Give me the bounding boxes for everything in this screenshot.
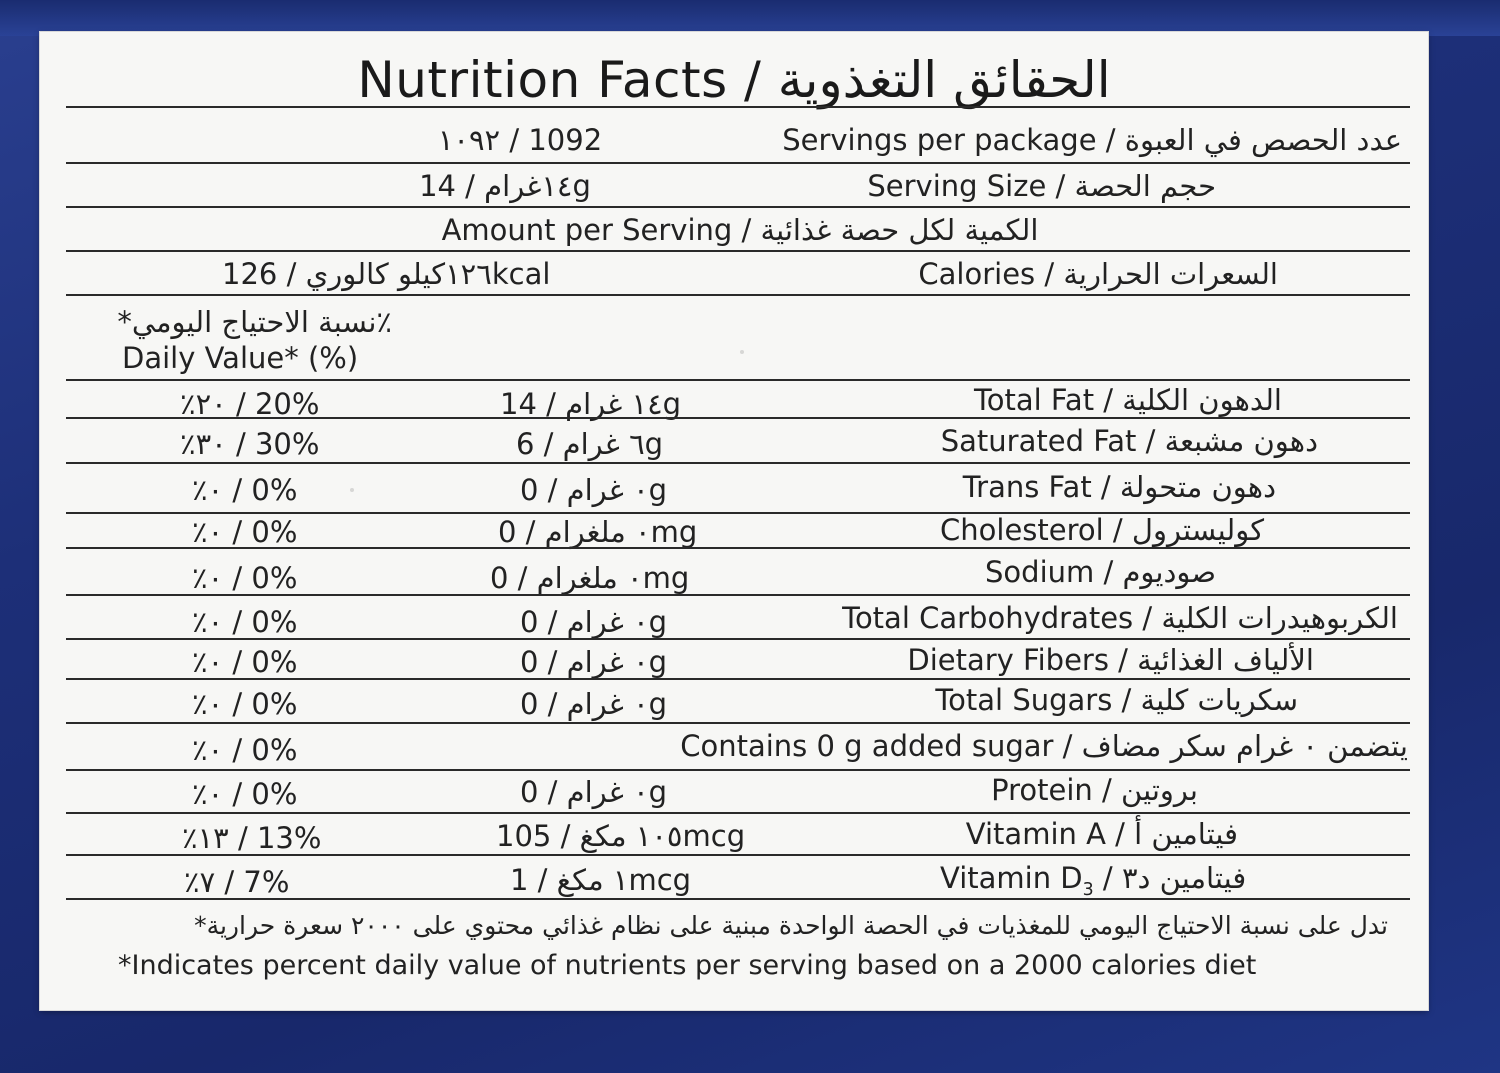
nutrient-dv: ٪٢٠ / 20% — [180, 387, 320, 421]
nutrient-label: Contains 0 g added sugar / يتضمن ٠ غرام … — [680, 729, 1408, 763]
nutrient-amount: ١٠٥ مكغ / 105mcg — [496, 819, 746, 853]
nutrient-label: Total Sugars / سكريات كلية — [935, 683, 1298, 717]
nutrition-label: Nutrition Facts / الحقائق التغذوية Servi… — [40, 32, 1428, 1010]
divider — [66, 379, 1410, 381]
nutrient-label: Total Carbohydrates / الكربوهيدرات الكلي… — [842, 601, 1398, 635]
divider — [66, 769, 1410, 771]
divider — [66, 294, 1410, 296]
nutrient-label: Vitamin A / فيتامين أ — [965, 817, 1238, 851]
divider — [66, 417, 1410, 419]
dv-header-en: Daily Value* (%) — [122, 341, 359, 375]
calories-value: ١٢٦كيلو كالوري / 126kcal — [222, 257, 551, 291]
divider — [66, 250, 1410, 252]
nutrient-dv: ٪٠ / 0% — [192, 473, 298, 507]
divider — [66, 512, 1410, 514]
label-title: Nutrition Facts / الحقائق التغذوية — [357, 51, 1111, 109]
servings-value: ١٠٩٢ / 1092 — [437, 123, 603, 157]
divider — [66, 594, 1410, 596]
nutrient-label: Vitamin D3 / فيتامين د٣ — [940, 861, 1247, 900]
dv-header-ar: ٪نسبة الاحتياج اليومي* — [117, 305, 392, 339]
nutrient-dv: ٪٠ / 0% — [192, 645, 298, 679]
nutrient-label: Trans Fat / دهون متحولة — [962, 470, 1276, 504]
divider — [66, 722, 1410, 724]
divider — [66, 206, 1410, 208]
servings-label: Servings per package / عدد الحصص في العب… — [782, 123, 1402, 157]
background-edge — [0, 0, 1500, 36]
nutrient-label: Dietary Fibers / الألياف الغذائية — [907, 643, 1314, 677]
divider — [66, 898, 1410, 900]
serving-size-label: Serving Size / حجم الحصة — [867, 169, 1216, 203]
divider — [66, 854, 1410, 856]
footnote-en: *Indicates percent daily value of nutrie… — [118, 950, 1257, 981]
nutrient-label: Cholesterol / كوليسترول — [940, 513, 1264, 547]
footnote-ar: *تدل على نسبة الاحتياج اليومي للمغذيات ف… — [194, 911, 1388, 940]
amount-per-serving: Amount per Serving / الكمية لكل حصة غذائ… — [441, 213, 1039, 247]
nutrient-label: Protein / بروتين — [991, 773, 1198, 807]
nutrient-dv: ٪١٣ / 13% — [182, 821, 322, 855]
nutrient-dv: ٪٠ / 0% — [192, 605, 298, 639]
nutrient-amount: ٠ غرام / 0g — [520, 645, 668, 679]
nutrient-dv: ٪٠ / 0% — [192, 777, 298, 811]
nutrient-dv: ٪٠ / 0% — [192, 687, 298, 721]
nutrient-dv: ٪٠ / 0% — [192, 733, 298, 767]
nutrient-amount: ٠ غرام / 0g — [520, 605, 668, 639]
divider — [66, 462, 1410, 464]
nutrient-amount: ٦ غرام / 6g — [516, 427, 664, 461]
divider — [66, 162, 1410, 164]
nutrient-label: Sodium / صوديوم — [985, 555, 1216, 589]
nutrient-amount: ٠ غرام / 0g — [520, 687, 668, 721]
divider — [66, 812, 1410, 814]
nutrient-amount: ١ مكغ / 1mcg — [510, 863, 692, 897]
divider — [66, 106, 1410, 108]
nutrient-amount: ٠ ملغرام / 0mg — [490, 561, 690, 595]
divider — [66, 547, 1410, 549]
nutrient-dv: ٪٠ / 0% — [192, 515, 298, 549]
nutrient-amount: ٠ غرام / 0g — [520, 775, 668, 809]
print-speck — [740, 350, 744, 354]
divider — [66, 638, 1410, 640]
nutrient-amount: ٠ ملغرام / 0mg — [498, 515, 698, 549]
nutrient-dv: ٪٧ / 7% — [184, 865, 290, 899]
nutrient-label: Saturated Fat / دهون مشبعة — [940, 424, 1318, 458]
nutrient-amount: ١٤ غرام / 14g — [500, 387, 682, 421]
nutrient-dv: ٪٣٠ / 30% — [180, 427, 320, 461]
serving-size-value: ١٤غرام / 14g — [419, 169, 591, 203]
divider — [66, 678, 1410, 680]
nutrient-label: Total Fat / الدهون الكلية — [973, 383, 1282, 417]
nutrient-dv: ٪٠ / 0% — [192, 561, 298, 595]
calories-label: Calories / السعرات الحرارية — [918, 257, 1278, 291]
print-speck — [350, 488, 354, 492]
nutrient-amount: ٠ غرام / 0g — [520, 473, 668, 507]
